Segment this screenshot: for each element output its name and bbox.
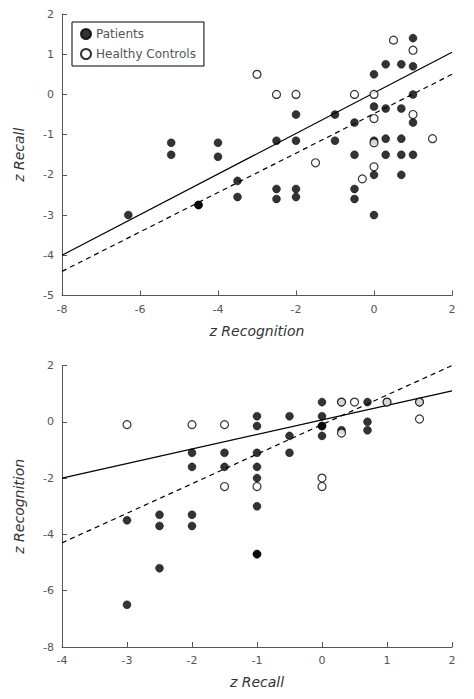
svg-text:z Recognition: z Recognition <box>11 459 27 555</box>
svg-text:2: 2 <box>47 8 54 21</box>
svg-text:0: 0 <box>371 303 378 316</box>
svg-text:-1: -1 <box>252 654 263 667</box>
svg-text:-4: -4 <box>57 654 68 667</box>
svg-text:-4: -4 <box>213 303 224 316</box>
svg-text:z Recall: z Recall <box>11 128 27 183</box>
svg-text:1: 1 <box>384 654 391 667</box>
svg-text:2: 2 <box>47 359 54 372</box>
svg-text:0: 0 <box>319 654 326 667</box>
svg-text:-6: -6 <box>43 584 54 597</box>
svg-text:-2: -2 <box>43 168 54 181</box>
svg-text:-2: -2 <box>187 654 198 667</box>
svg-text:z Recognition: z Recognition <box>209 323 305 339</box>
svg-text:-4: -4 <box>43 528 54 541</box>
svg-text:-8: -8 <box>43 641 54 654</box>
svg-text:2: 2 <box>449 654 456 667</box>
svg-text:-4: -4 <box>43 249 54 262</box>
svg-text:0: 0 <box>47 415 54 428</box>
svg-text:-2: -2 <box>43 472 54 485</box>
svg-text:2: 2 <box>449 303 456 316</box>
svg-text:-1: -1 <box>43 128 54 141</box>
svg-text:-3: -3 <box>122 654 133 667</box>
svg-text:-6: -6 <box>135 303 146 316</box>
svg-text:-2: -2 <box>291 303 302 316</box>
svg-text:z Recall: z Recall <box>229 674 284 690</box>
svg-text:Healthy Controls: Healthy Controls <box>96 47 196 61</box>
svg-text:Patients: Patients <box>96 27 144 41</box>
svg-text:1: 1 <box>47 48 54 61</box>
svg-text:-8: -8 <box>57 303 68 316</box>
svg-text:-3: -3 <box>43 209 54 222</box>
svg-text:-5: -5 <box>43 289 54 302</box>
svg-text:0: 0 <box>47 88 54 101</box>
